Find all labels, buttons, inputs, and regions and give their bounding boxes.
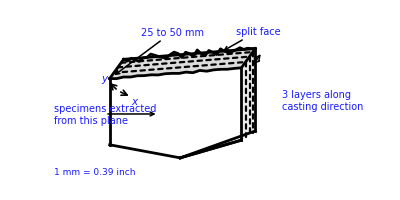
Text: split face: split face <box>224 27 281 51</box>
Text: y: y <box>101 73 107 83</box>
Polygon shape <box>242 49 255 140</box>
Text: specimens extracted
from this plane: specimens extracted from this plane <box>54 104 156 125</box>
Text: 1 mm = 0.39 inch: 1 mm = 0.39 inch <box>54 167 135 176</box>
Polygon shape <box>110 49 255 79</box>
Text: 3 layers along
casting direction: 3 layers along casting direction <box>282 90 364 111</box>
Text: 25 to 50 mm: 25 to 50 mm <box>116 27 204 75</box>
Text: x: x <box>132 96 138 106</box>
